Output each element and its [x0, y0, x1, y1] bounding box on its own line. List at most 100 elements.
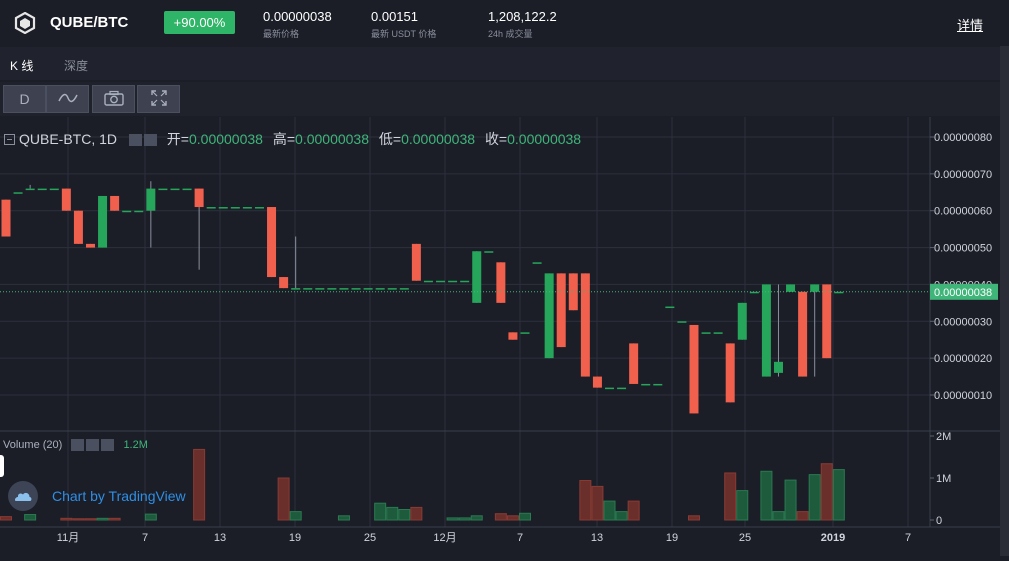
eye-icon[interactable]: [71, 439, 85, 452]
candle-body: [254, 207, 264, 209]
candle-body: [242, 207, 252, 209]
price-tick-label: 0.00000030: [934, 316, 992, 328]
volume-bar: [519, 512, 532, 521]
volume-bar: [193, 448, 206, 521]
close-icon[interactable]: [101, 439, 115, 452]
candle-body: [218, 207, 228, 209]
time-tick-label: 13: [214, 532, 226, 544]
volume-bar: [494, 513, 507, 521]
volume-value: 1.2M: [123, 439, 148, 451]
low-label: 低=: [378, 131, 402, 147]
change-badge: +90.00%: [164, 11, 235, 34]
price-axis[interactable]: 0.00000080 0.00000070 0.00000060 0.00000050…: [930, 132, 992, 402]
price-tick-label: 0.00000010: [934, 390, 992, 402]
stat-value: 0.00000038: [263, 9, 332, 24]
candle-body: [725, 343, 735, 403]
open-label: 开=: [166, 131, 189, 147]
candle-body: [399, 288, 409, 290]
ohlc-legend: QUBE-BTC, 1D 开=0.00000038 高=0.00000038 低…: [4, 129, 581, 149]
volume-bar: [832, 469, 845, 521]
candle-body: [146, 188, 156, 211]
candle-body: [303, 288, 313, 290]
candle-body: [544, 273, 554, 359]
screenshot-button[interactable]: [92, 85, 135, 113]
close-icon[interactable]: [143, 134, 157, 147]
collapse-icon[interactable]: [4, 134, 15, 145]
chart-style-button[interactable]: [46, 85, 89, 113]
volume-bar: [687, 515, 700, 521]
settings-icon[interactable]: [86, 439, 100, 452]
fullscreen-button[interactable]: [137, 85, 180, 113]
time-tick-label: 13: [591, 532, 603, 544]
candle-body: [665, 306, 675, 309]
interval-button[interactable]: D: [3, 85, 46, 113]
price-tick-label: 0.00000080: [934, 132, 992, 144]
volume-bar: [410, 506, 423, 521]
time-tick-label: 19: [666, 532, 678, 544]
stat-label: 最新 USDT 价格: [371, 29, 437, 39]
candle-body: [737, 302, 747, 340]
candle-body: [49, 188, 59, 191]
time-tick-label: 7: [142, 532, 148, 544]
volume-bar: [579, 480, 592, 521]
volume-bar: [108, 517, 121, 521]
time-axis[interactable]: 11月 7 13 19 25 12月 7 13 19 25 2019 7: [57, 532, 911, 544]
tab-depth[interactable]: 深度: [64, 59, 89, 73]
volume-bar: [724, 472, 737, 521]
details-link[interactable]: 详情: [957, 18, 984, 33]
candle-body: [701, 332, 711, 334]
candle-body: [761, 284, 771, 377]
volume-bar: [374, 502, 387, 521]
tradingview-badge[interactable]: Chart by TradingView: [8, 479, 186, 513]
stat-last-price: 0.00000038 最新价格: [263, 9, 332, 40]
candle-body: [339, 288, 349, 290]
time-tick-label: 11月: [57, 532, 79, 544]
candle-body: [460, 280, 470, 283]
last-price-tag-text: 0.00000038: [934, 287, 992, 299]
time-tick-label: 25: [364, 532, 376, 544]
candle-body: [279, 277, 289, 289]
candle-body: [472, 251, 482, 303]
time-tick-label: 2019: [821, 532, 845, 544]
candle-body: [182, 188, 192, 191]
last-price-tag: 0.00000038: [930, 283, 998, 300]
page-scrollbar[interactable]: [1000, 46, 1009, 556]
candle-body: [61, 188, 71, 211]
qube-logo-icon: [14, 11, 36, 35]
tradingview-chart[interactable]: 0.00000080 0.00000070 0.00000060 0.00000050…: [0, 117, 1000, 556]
scroll-handle[interactable]: [0, 455, 4, 477]
candle-body: [73, 210, 83, 244]
candle-body: [605, 387, 614, 390]
settings-icon[interactable]: [128, 134, 142, 147]
candle-body: [484, 251, 494, 253]
camera-icon: [103, 90, 124, 109]
price-tick-label: 0.00000020: [934, 353, 992, 365]
candle-body: [1, 199, 11, 237]
last-price-tag-bg: [930, 283, 998, 300]
candle-body: [363, 288, 373, 290]
candle-body: [580, 273, 590, 377]
candle-body: [689, 324, 699, 414]
chart-canvas[interactable]: 0.00000080 0.00000070 0.00000060 0.00000050…: [0, 117, 1000, 556]
volume-bar: [277, 477, 290, 521]
tab-kline[interactable]: K 线: [10, 59, 34, 73]
candle-body: [810, 284, 820, 292]
price-tick-label: 0.00000050: [934, 243, 992, 255]
stat-value: 0.00151: [371, 9, 418, 24]
high-label: 高=: [272, 131, 296, 147]
candle-body: [786, 284, 796, 292]
candle-body: [13, 192, 23, 194]
candle-body: [267, 207, 277, 278]
candle-body: [327, 288, 337, 290]
volume-bar: [796, 511, 809, 521]
volume-bar: [808, 474, 821, 521]
price-tick-label: 0.00000070: [934, 169, 992, 181]
candle-body: [194, 188, 204, 208]
candle-body: [122, 210, 132, 213]
candle-body: [375, 288, 385, 290]
tradingview-text: Chart by TradingView: [52, 488, 186, 504]
volume-bar: [398, 509, 411, 521]
market-header: QUBE/BTC +90.00% 0.00000038 最新价格 0.00151…: [0, 0, 1009, 46]
volume-bar: [591, 485, 604, 521]
candle-body: [134, 210, 144, 213]
